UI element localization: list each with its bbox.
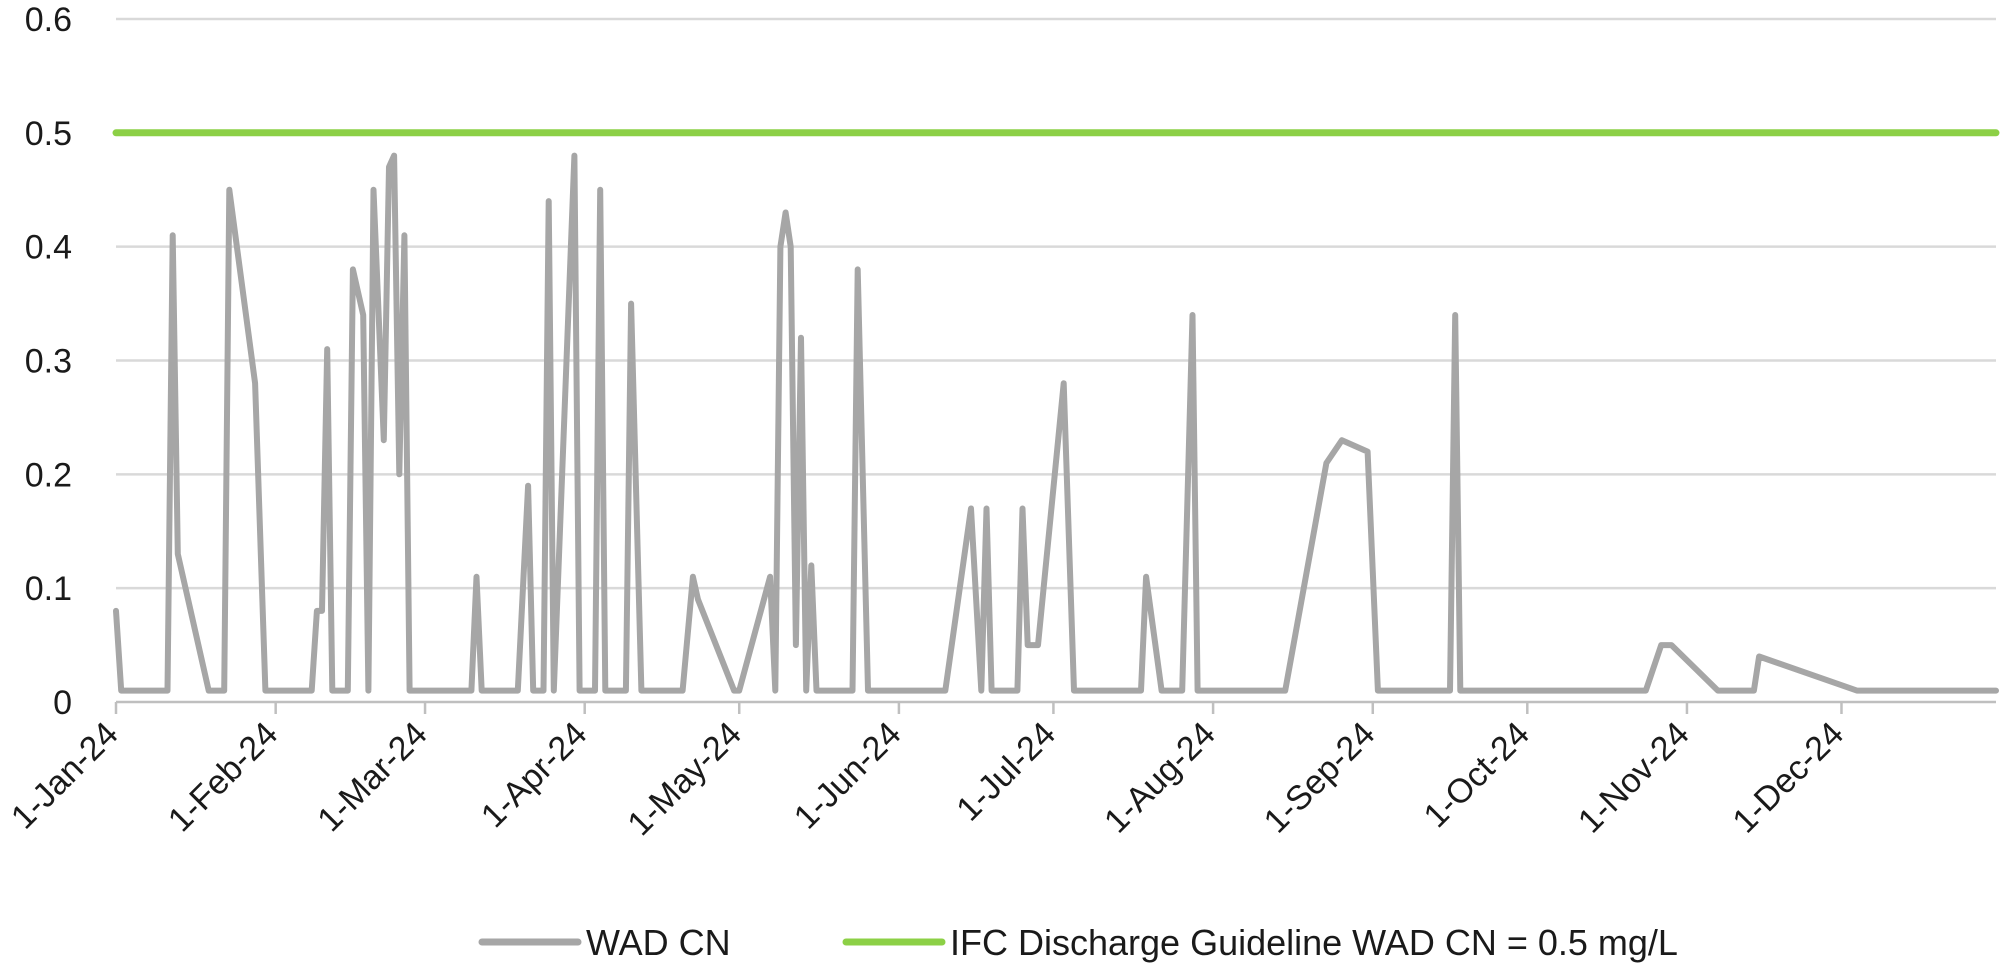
y-tick-label: 0.2 xyxy=(25,456,72,494)
legend-item-wad-cn: WAD CN xyxy=(478,922,731,963)
y-tick-label: 0 xyxy=(53,684,72,722)
x-tick-label: 1-Aug-24 xyxy=(1097,715,1223,841)
x-axis: 1-Jan-24 1-Feb-24 1-Mar-24 1-Apr-24 1-May-24… xyxy=(4,700,1996,843)
x-tick-label: 1-Apr-24 xyxy=(474,715,594,835)
y-tick-label: 0.3 xyxy=(25,343,72,381)
x-tick-label: 1-Feb-24 xyxy=(161,715,285,839)
y-tick-label: 0.6 xyxy=(25,1,72,39)
legend: WAD CN IFC Discharge Guideline WAD CN = 0… xyxy=(478,922,1678,963)
x-tick-label: 1-Dec-24 xyxy=(1725,715,1851,841)
y-axis-tick-labels: 0 0.1 0.2 0.3 0.4 0.5 0.6 xyxy=(25,1,72,722)
x-tick-label: 1-Sep-24 xyxy=(1257,715,1383,841)
x-tick-label: 1-Oct-24 xyxy=(1417,715,1537,835)
x-tick-label: 1-Jun-24 xyxy=(787,715,909,837)
y-tick-label: 0.5 xyxy=(25,115,72,153)
y-tick-label: 0.1 xyxy=(25,570,72,608)
series-lines xyxy=(112,129,2000,694)
legend-label: IFC Discharge Guideline WAD CN = 0.5 mg/… xyxy=(950,922,1678,963)
y-tick-label: 0.4 xyxy=(25,229,72,267)
x-tick-label: 1-Jan-24 xyxy=(4,715,126,837)
x-tick-label: 1-Nov-24 xyxy=(1571,715,1697,841)
legend-item-guideline: IFC Discharge Guideline WAD CN = 0.5 mg/… xyxy=(842,922,1678,963)
x-tick-label: 1-Mar-24 xyxy=(310,715,434,839)
series-line-wad-cn xyxy=(113,152,1999,694)
x-tick-label: 1-Jul-24 xyxy=(949,715,1063,829)
legend-label: WAD CN xyxy=(586,922,731,963)
x-tick-label: 1-May-24 xyxy=(620,715,748,843)
